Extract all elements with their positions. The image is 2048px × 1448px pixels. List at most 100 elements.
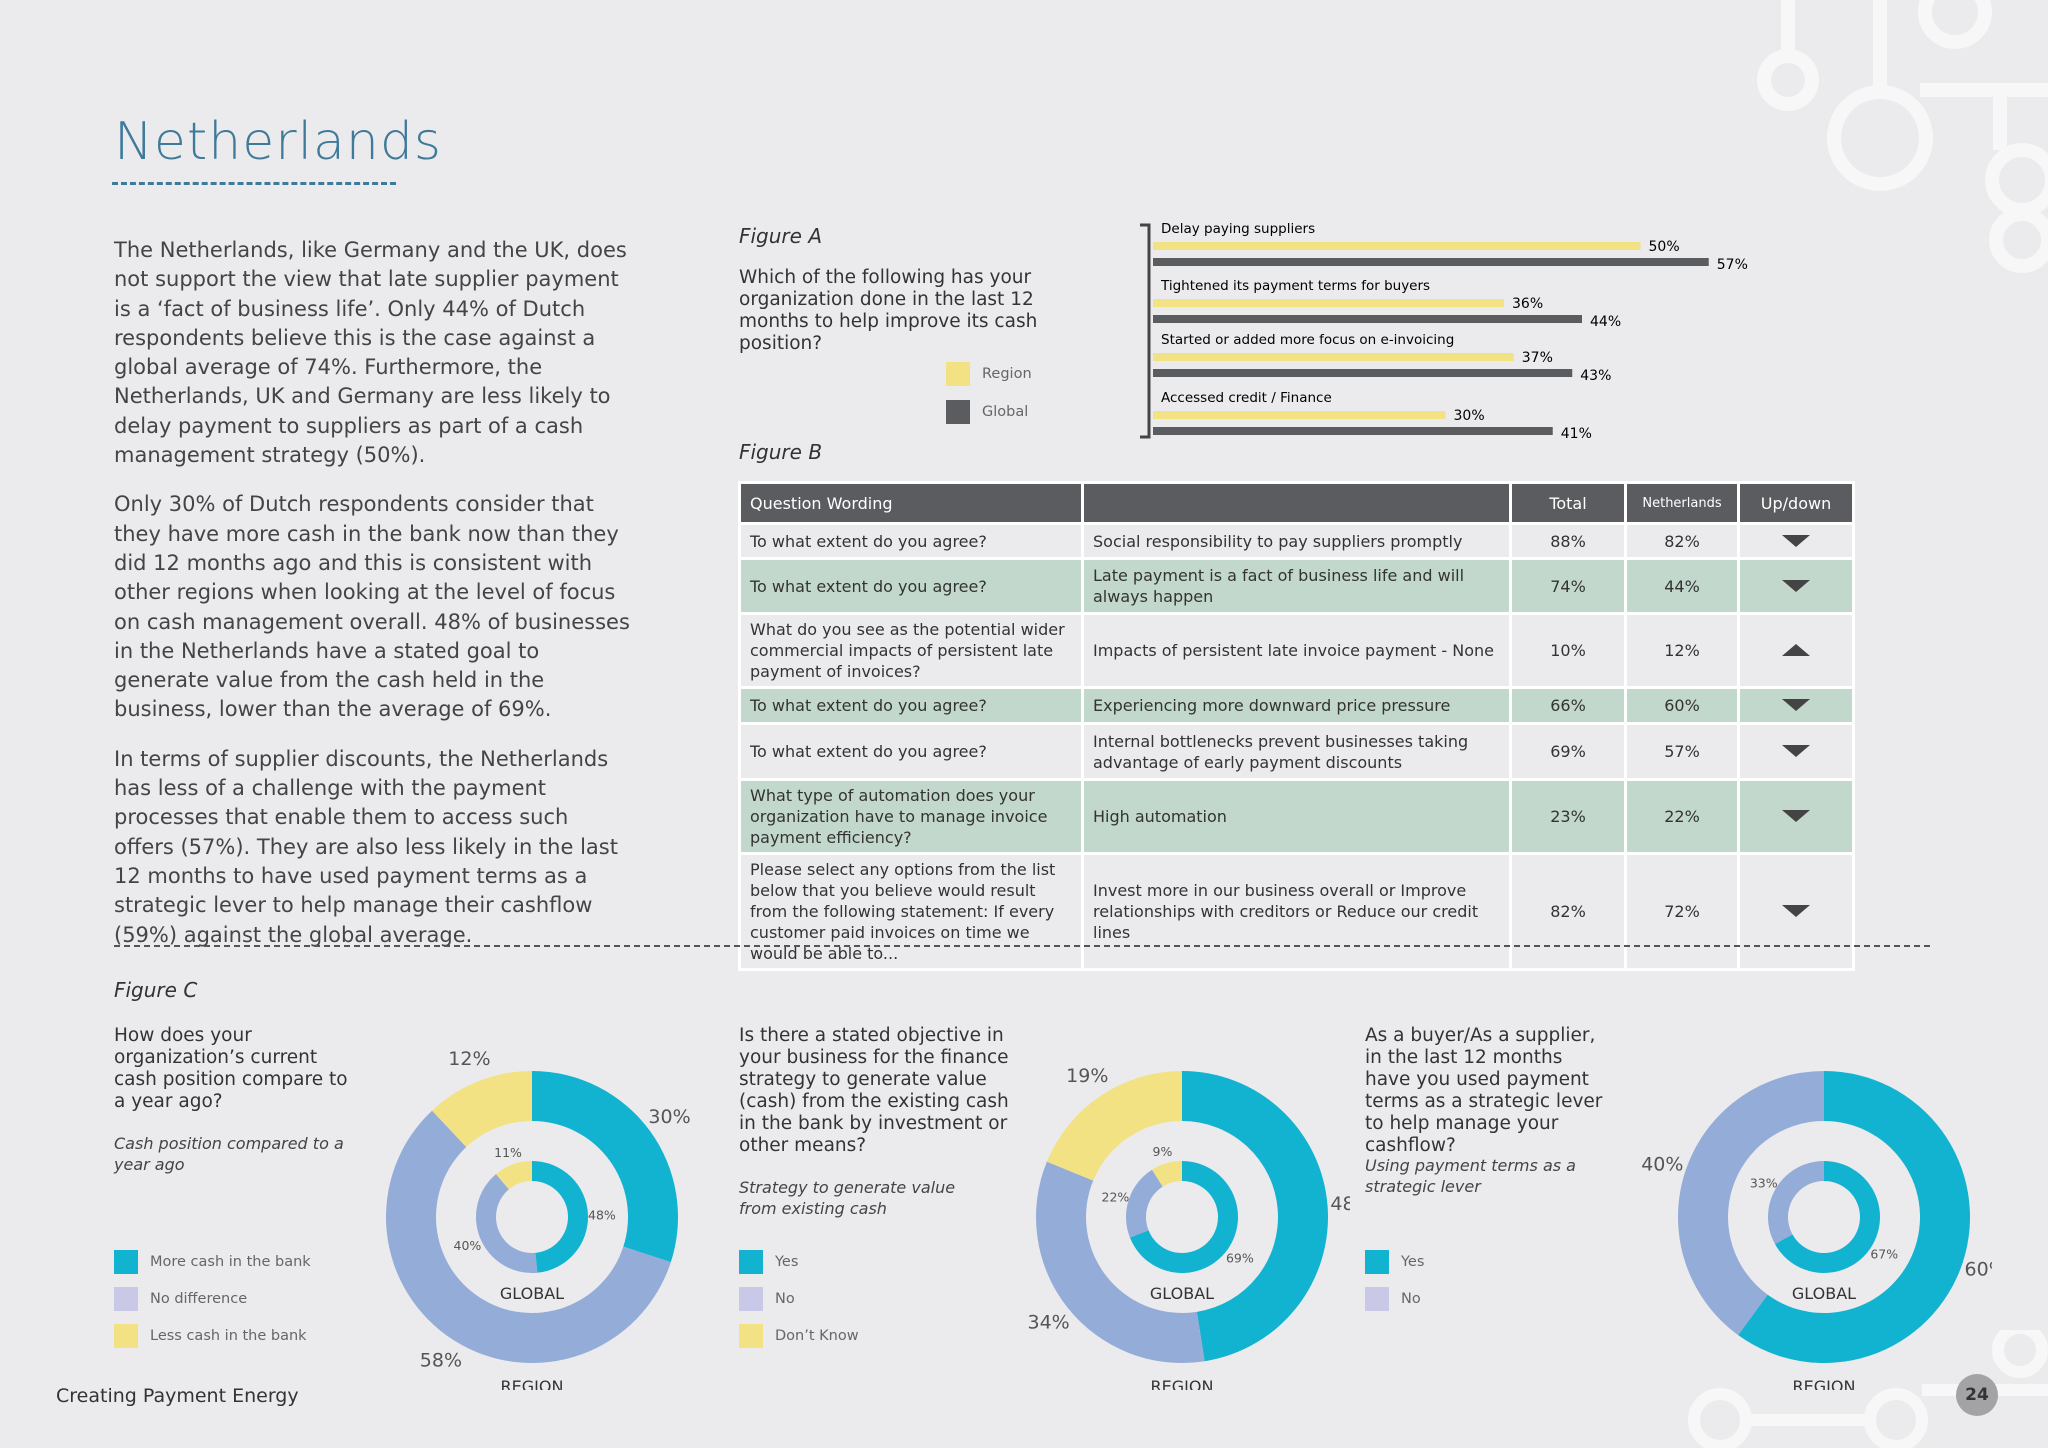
legend-label-region: Region — [982, 366, 1032, 382]
donut-slice-region — [1678, 1071, 1824, 1336]
page-number: 24 — [1956, 1374, 1998, 1416]
donut-value-label: 48% — [588, 1208, 616, 1223]
row-statement: Late payment is a fact of business life … — [1081, 557, 1512, 615]
bar-region — [1153, 353, 1514, 361]
legend-swatch-global — [946, 400, 970, 424]
figure-b-table: Question Wording Total Netherlands Up/do… — [738, 481, 1855, 971]
donut-slice-region — [1036, 1161, 1205, 1363]
row-netherlands: 57% — [1624, 722, 1740, 781]
section-divider — [114, 945, 1930, 947]
legend-label: No — [775, 1291, 795, 1307]
legend-item: No — [1365, 1287, 1421, 1311]
bar-region — [1153, 411, 1446, 419]
footer-text: Creating Payment Energy — [56, 1385, 299, 1407]
figure-c1-subtitle: Cash position compared to a year ago — [114, 1134, 344, 1174]
figure-b-label: Figure B — [739, 440, 823, 464]
row-netherlands: 82% — [1624, 522, 1740, 560]
title-underline — [112, 182, 396, 185]
row-direction — [1737, 778, 1855, 855]
donut-value-label: 19% — [1066, 1065, 1108, 1087]
table-row: To what extent do you agree? Experiencin… — [738, 686, 1855, 725]
row-statement: High automation — [1081, 778, 1512, 855]
figure-c3-donut-chart: 60% 40% 67% 33% GLOBAL REGION — [1641, 1071, 1992, 1390]
row-netherlands: 22% — [1624, 778, 1740, 855]
row-statement: Impacts of persistent late invoice payme… — [1081, 612, 1512, 689]
donut-inner-ring-label: GLOBAL — [1150, 1284, 1214, 1303]
donut-value-label: 12% — [448, 1048, 490, 1070]
arrow-down-icon — [1782, 579, 1810, 592]
donut-value-label: 34% — [1028, 1311, 1070, 1333]
row-question: To what extent do you agree? — [738, 557, 1084, 615]
figure-c3-subtitle: Using payment terms as a strategic lever — [1365, 1156, 1576, 1196]
row-total: 23% — [1509, 778, 1627, 855]
donut-value-label: 58% — [420, 1350, 462, 1372]
bar-region — [1153, 242, 1641, 250]
arrow-down-icon — [1782, 699, 1810, 711]
donut-outer-ring-label: REGION — [501, 1377, 564, 1390]
donut-outer-ring-label: REGION — [1151, 1377, 1214, 1390]
legend-item: More cash in the bank — [114, 1250, 311, 1274]
donut-slice-global — [496, 1161, 532, 1190]
legend-swatch — [114, 1250, 138, 1274]
figure-c2-question: Is there a stated objective in your busi… — [739, 1025, 1009, 1156]
donut-value-label: 9% — [1153, 1144, 1173, 1159]
bracket-line — [1140, 223, 1151, 439]
donut-slice-region — [532, 1071, 678, 1263]
legend-label: More cash in the bank — [150, 1254, 311, 1270]
row-statement: Internal bottlenecks prevent businesses … — [1081, 722, 1512, 781]
legend-label: Yes — [775, 1254, 799, 1270]
donut-value-label: 22% — [1102, 1189, 1130, 1204]
legend-label: Yes — [1401, 1254, 1425, 1270]
donut-slice-global — [532, 1161, 589, 1273]
legend-region: Region — [946, 362, 1032, 386]
row-direction — [1737, 852, 1855, 971]
figure-a-bar-chart: Delay paying suppliers 50% 57% Tightened it… — [1140, 221, 1748, 442]
bar-value-label: 44% — [1590, 314, 1621, 330]
bar-category-label: Accessed credit / Finance — [1161, 390, 1332, 406]
legend-swatch — [739, 1250, 763, 1274]
figure-c1-question: How does your organization’s current cas… — [114, 1025, 348, 1112]
arrow-down-icon — [1782, 810, 1810, 822]
donut-slice-region — [386, 1110, 671, 1363]
arrow-down-icon — [1782, 905, 1810, 917]
bar-value-label: 43% — [1580, 368, 1611, 384]
bar-value-label: 30% — [1454, 408, 1485, 424]
arrow-down-icon — [1782, 534, 1810, 547]
row-total: 66% — [1509, 686, 1627, 725]
donut-slice-region — [1046, 1071, 1182, 1181]
legend-label: No difference — [150, 1291, 248, 1307]
figure-a-question: Which of the following has your organiza… — [739, 267, 1038, 354]
legend-label: Less cash in the bank — [150, 1328, 307, 1344]
legend-label: Don’t Know — [775, 1328, 859, 1344]
table-header-row: Question Wording Total Netherlands Up/do… — [738, 481, 1855, 525]
figure-c2-subtitle: Strategy to generate value from existing… — [739, 1178, 956, 1218]
bar-value-label: 50% — [1649, 239, 1680, 255]
paragraph-3: In terms of supplier discounts, the Neth… — [114, 746, 618, 947]
donut-slice-global — [1151, 1161, 1182, 1187]
donut-slice-region — [1182, 1071, 1328, 1362]
donut-value-label: 30% — [648, 1106, 690, 1128]
header-question-wording: Question Wording — [738, 481, 1084, 525]
bar-global — [1153, 315, 1582, 323]
legend-swatch-region — [946, 362, 970, 386]
donut-slice-region — [1738, 1071, 1970, 1363]
arrow-down-icon — [1782, 745, 1810, 757]
donut-value-label: 40% — [1641, 1153, 1683, 1175]
header-total: Total — [1509, 481, 1627, 525]
row-question: To what extent do you agree? — [738, 722, 1084, 781]
header-netherlands: Netherlands — [1624, 481, 1740, 525]
paragraph-1: The Netherlands, like Germany and the UK… — [114, 238, 627, 468]
row-question: Please select any options from the list … — [738, 852, 1084, 971]
legend-swatch — [739, 1287, 763, 1311]
row-netherlands: 72% — [1624, 852, 1740, 971]
row-question: What type of automation does your organi… — [738, 778, 1084, 855]
donut-inner-ring-label: GLOBAL — [500, 1284, 564, 1303]
figure-b-table-wrap: Question Wording Total Netherlands Up/do… — [738, 481, 1855, 971]
row-netherlands: 60% — [1624, 686, 1740, 725]
donut-slice-global — [1768, 1161, 1824, 1244]
donut-outer-ring-label: REGION — [1793, 1377, 1856, 1390]
table-row: Please select any options from the list … — [738, 852, 1855, 971]
donut-slice-region — [432, 1071, 532, 1148]
legend-item: Yes — [1365, 1250, 1424, 1274]
row-direction — [1737, 612, 1855, 689]
